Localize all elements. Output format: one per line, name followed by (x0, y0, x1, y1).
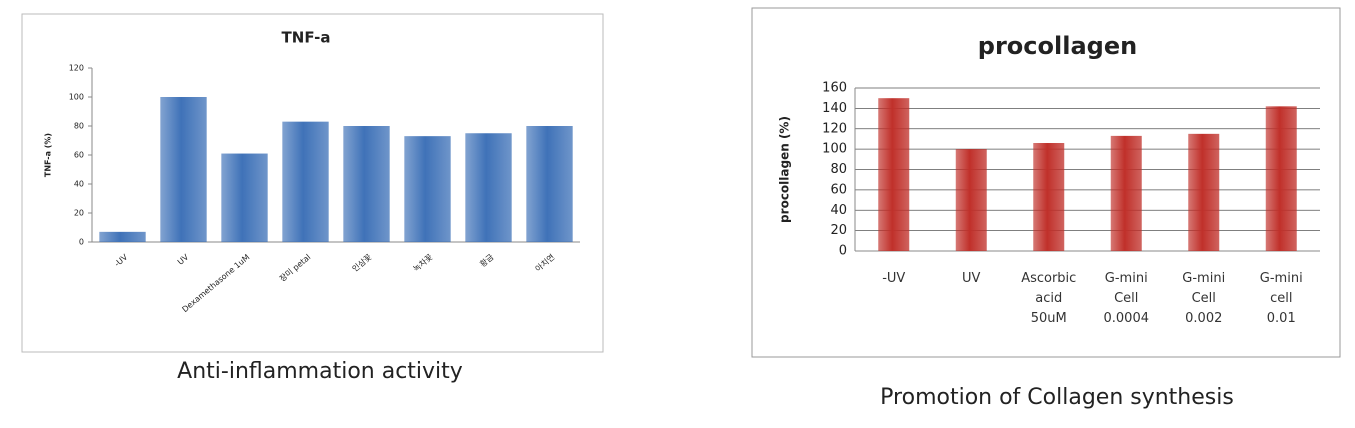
x-tick-label-box: G-mini Cell 0.0004 (1103, 271, 1150, 326)
y-tick-label: 40 (830, 203, 847, 218)
bar (404, 136, 451, 242)
x-tick-label: G-mini Cell 0.0004 (1103, 271, 1150, 326)
y-tick-label: 20 (830, 223, 847, 238)
bar (955, 149, 987, 251)
y-axis-label: TNF-a (%) (44, 133, 53, 177)
chart-title: procollagen (978, 32, 1137, 60)
y-tick-label: 100 (69, 93, 84, 102)
x-tick-label: G-mini cell 0.01 (1259, 271, 1303, 326)
y-tick-label: 60 (74, 151, 84, 160)
bar (526, 126, 573, 242)
y-tick-label: 120 (69, 64, 84, 73)
bar (878, 98, 910, 251)
y-tick-label: 80 (830, 162, 847, 177)
y-tick-label: 120 (822, 121, 847, 136)
x-tick-label-box: Ascorbic acid 50uM (1021, 271, 1077, 326)
y-axis-label: procollagen (%) (778, 116, 792, 223)
y-tick-label: 40 (74, 180, 84, 189)
y-tick-label: 0 (79, 238, 84, 247)
x-tick-label: G-mini Cell 0.002 (1182, 271, 1226, 326)
bar (221, 153, 268, 242)
caption: Promotion of Collagen synthesis (880, 385, 1234, 410)
y-tick-label: 60 (830, 182, 847, 197)
y-tick-label: 0 (839, 244, 847, 259)
x-tick-label: UV (962, 271, 981, 286)
bar (282, 121, 329, 242)
bar (343, 126, 390, 242)
y-tick-label: 20 (74, 209, 84, 218)
x-tick-label-box: G-mini Cell 0.002 (1182, 271, 1226, 326)
x-tick-label-box: G-mini cell 0.01 (1259, 271, 1303, 326)
bar (99, 231, 146, 242)
bar (160, 97, 207, 242)
x-tick-label: Ascorbic acid 50uM (1021, 271, 1077, 326)
y-tick-label: 140 (822, 101, 847, 116)
y-tick-label: 100 (822, 142, 847, 157)
bar (1110, 135, 1142, 251)
x-tick-label: -UV (882, 271, 906, 286)
bar (1265, 106, 1297, 252)
bar (465, 133, 512, 242)
bar (1188, 133, 1220, 251)
x-tick-label-box: -UV (882, 271, 906, 286)
x-tick-label-box: UV (962, 271, 981, 286)
chart-title: TNF-a (282, 29, 331, 47)
bar (1033, 143, 1065, 251)
y-tick-label: 80 (74, 122, 84, 131)
y-tick-label: 160 (822, 81, 847, 96)
caption: Anti-inflammation activity (177, 359, 463, 384)
